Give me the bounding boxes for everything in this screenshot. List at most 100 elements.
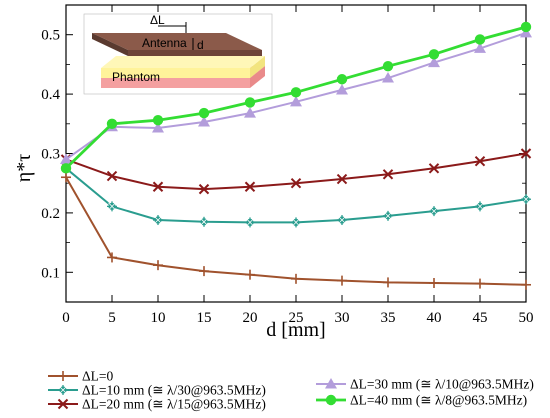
inset-phantom-label: Phantom bbox=[112, 70, 160, 84]
phantom-yellow-top bbox=[101, 56, 265, 68]
series-2-point-4 bbox=[244, 181, 256, 192]
series-3-point-2 bbox=[152, 121, 164, 133]
antenna-top bbox=[92, 33, 262, 50]
series-line-1 bbox=[65, 167, 527, 224]
phantom-pink-side bbox=[250, 66, 265, 88]
legend-marker-4 bbox=[325, 394, 337, 406]
legend-marker-3 bbox=[325, 378, 337, 389]
legend-marker-1 bbox=[58, 385, 68, 395]
series-0-point-6 bbox=[337, 275, 347, 286]
x-tick-label-5: 25 bbox=[289, 310, 304, 326]
y-tick-label-3: 0.4 bbox=[41, 87, 60, 103]
series-2-point-9 bbox=[474, 156, 486, 167]
inset-antenna-label: Antenna bbox=[142, 36, 187, 50]
series-3-point-0 bbox=[60, 153, 72, 164]
legend: ΔL=0ΔL=10 mm (≅ λ/30@963.5MHz)ΔL=20 mm (… bbox=[48, 369, 534, 412]
series-2-point-10 bbox=[520, 148, 532, 159]
inset-delta-label: ΔL bbox=[150, 13, 165, 27]
series-1-point-9 bbox=[475, 201, 485, 212]
legend-item-1: ΔL=10 mm (≅ λ/30@963.5MHz) bbox=[48, 383, 266, 398]
series-0-point-7 bbox=[383, 277, 393, 288]
legend-label-1: ΔL=10 mm (≅ λ/30@963.5MHz) bbox=[82, 383, 266, 398]
series-3-point-7 bbox=[382, 72, 394, 83]
x-tick-labels: 0 5 10 15 20 25 30 35 40 45 50 bbox=[62, 310, 533, 326]
phantom-yellow-front bbox=[101, 68, 250, 78]
series-4-point-1 bbox=[106, 118, 118, 129]
x-tick-label-8: 40 bbox=[427, 310, 442, 326]
series-1-point-5 bbox=[291, 217, 301, 228]
series-4-point-3 bbox=[198, 107, 210, 119]
series-3-point-4 bbox=[244, 107, 256, 118]
series-2-point-2 bbox=[152, 181, 164, 192]
series-1-point-3 bbox=[199, 216, 209, 227]
legend-item-0: ΔL=0 bbox=[48, 369, 114, 384]
series-4 bbox=[60, 21, 532, 174]
series-0-point-9 bbox=[475, 278, 485, 289]
x-axis-title: d [mm] bbox=[266, 319, 325, 341]
series-2-point-1 bbox=[106, 170, 118, 182]
antenna-front bbox=[128, 50, 262, 56]
series-2 bbox=[60, 148, 532, 195]
series-0-point-5 bbox=[291, 273, 301, 284]
series-4-point-8 bbox=[428, 49, 440, 60]
legend-marker-0 bbox=[58, 371, 68, 381]
series-0-point-1 bbox=[107, 252, 117, 263]
x-tick-label-3: 15 bbox=[197, 310, 212, 326]
y-tick-label-0: 0.1 bbox=[41, 265, 60, 281]
series-4-point-7 bbox=[382, 60, 394, 72]
legend-item-3: ΔL=30 mm (≅ λ/10@963.5MHz) bbox=[316, 377, 534, 392]
legend-label-3: ΔL=30 mm (≅ λ/10@963.5MHz) bbox=[350, 377, 534, 392]
series-0-point-3 bbox=[199, 266, 209, 277]
series-2-point-7 bbox=[382, 169, 394, 180]
series-3-point-9 bbox=[474, 42, 486, 53]
series-2-point-6 bbox=[336, 173, 348, 185]
series-0-point-8 bbox=[429, 277, 439, 288]
series-3-point-8 bbox=[428, 56, 440, 68]
series-0-point-4 bbox=[245, 269, 255, 280]
inset-d-label: d bbox=[197, 38, 204, 52]
series-4-point-6 bbox=[336, 74, 348, 85]
x-tick-label-7: 35 bbox=[381, 310, 396, 326]
series-4-point-9 bbox=[474, 34, 486, 45]
inset-schematic: ΔL Antenna d Phantom bbox=[83, 13, 273, 95]
series-1-point-6 bbox=[337, 215, 347, 226]
antenna-left bbox=[92, 33, 128, 56]
series-1-point-2 bbox=[153, 215, 163, 226]
series-2-point-3 bbox=[198, 183, 210, 195]
series-2-point-5 bbox=[290, 177, 302, 189]
series-2-point-8 bbox=[428, 163, 440, 174]
legend-marker-2 bbox=[57, 398, 69, 410]
legend-item-2: ΔL=20 mm (≅ λ/15@963.5MHz) bbox=[48, 397, 266, 412]
series-line-0 bbox=[65, 176, 527, 286]
y-tick-label-2: 0.3 bbox=[41, 147, 60, 163]
series-group bbox=[60, 21, 532, 290]
phantom-yellow-side bbox=[250, 56, 265, 78]
series-3-point-6 bbox=[336, 83, 348, 95]
phantom-pink-front bbox=[101, 78, 250, 88]
series-4-point-2 bbox=[152, 115, 164, 126]
legend-label-0: ΔL=0 bbox=[82, 369, 114, 384]
x-tick-label-6: 30 bbox=[335, 310, 350, 326]
y-tick-label-4: 0.5 bbox=[41, 28, 60, 44]
series-1 bbox=[61, 163, 531, 228]
series-4-point-5 bbox=[290, 87, 302, 98]
legend-label-2: ΔL=20 mm (≅ λ/15@963.5MHz) bbox=[82, 397, 266, 412]
x-tick-label-0: 0 bbox=[62, 310, 70, 326]
x-tick-label-4: 20 bbox=[243, 310, 258, 326]
x-tick-label-9: 45 bbox=[473, 310, 488, 326]
x-tick-label-1: 5 bbox=[108, 310, 116, 326]
series-0 bbox=[61, 172, 531, 290]
series-4-point-10 bbox=[520, 21, 532, 33]
y-axis-title: η*τ bbox=[13, 154, 35, 183]
legend-label-4: ΔL=40 mm (≅ λ/8@963.5MHz) bbox=[350, 393, 527, 408]
series-4-point-0 bbox=[60, 163, 72, 174]
series-1-point-7 bbox=[383, 210, 393, 221]
legend-item-4: ΔL=40 mm (≅ λ/8@963.5MHz) bbox=[316, 393, 527, 408]
series-1-point-1 bbox=[107, 201, 117, 212]
axis-ticks bbox=[65, 4, 527, 302]
series-1-point-8 bbox=[429, 206, 439, 217]
y-tick-label-1: 0.2 bbox=[41, 206, 60, 222]
series-3-point-5 bbox=[290, 95, 302, 107]
y-tick-labels: 0.1 0.2 0.3 0.4 0.5 bbox=[41, 28, 60, 282]
x-tick-label-2: 10 bbox=[151, 310, 166, 326]
